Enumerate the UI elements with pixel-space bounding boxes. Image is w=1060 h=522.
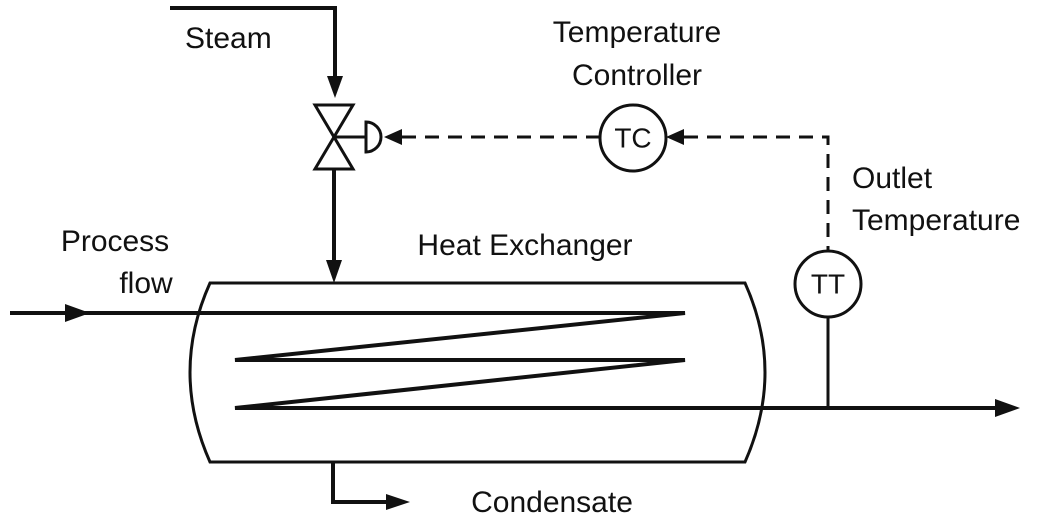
instrument-tag: TT (811, 268, 845, 299)
arrow (326, 260, 342, 283)
label: Outlet (852, 162, 933, 195)
valve (312, 134, 356, 171)
label: Temperature (553, 16, 721, 49)
arrow (386, 494, 410, 510)
label: Heat Exchanger (417, 229, 632, 262)
valve (312, 103, 356, 140)
tc-circle (598, 103, 668, 173)
instrument-tag: TC (614, 122, 651, 153)
arrow (995, 399, 1020, 417)
arrow (65, 304, 90, 322)
arrow (384, 129, 402, 145)
coil (10, 311, 1000, 410)
signal-line (684, 135, 830, 251)
steam-line (170, 6, 337, 80)
label: Temperature (852, 204, 1020, 237)
condensate-line (331, 462, 390, 504)
label: Controller (572, 59, 702, 92)
arrow (327, 76, 343, 98)
label: Steam (185, 22, 272, 55)
arrow (666, 129, 684, 145)
actuator (334, 120, 383, 154)
label: Condensate (471, 486, 633, 519)
label: Process (61, 225, 169, 258)
vessel (188, 281, 767, 464)
label: flow (119, 267, 173, 300)
